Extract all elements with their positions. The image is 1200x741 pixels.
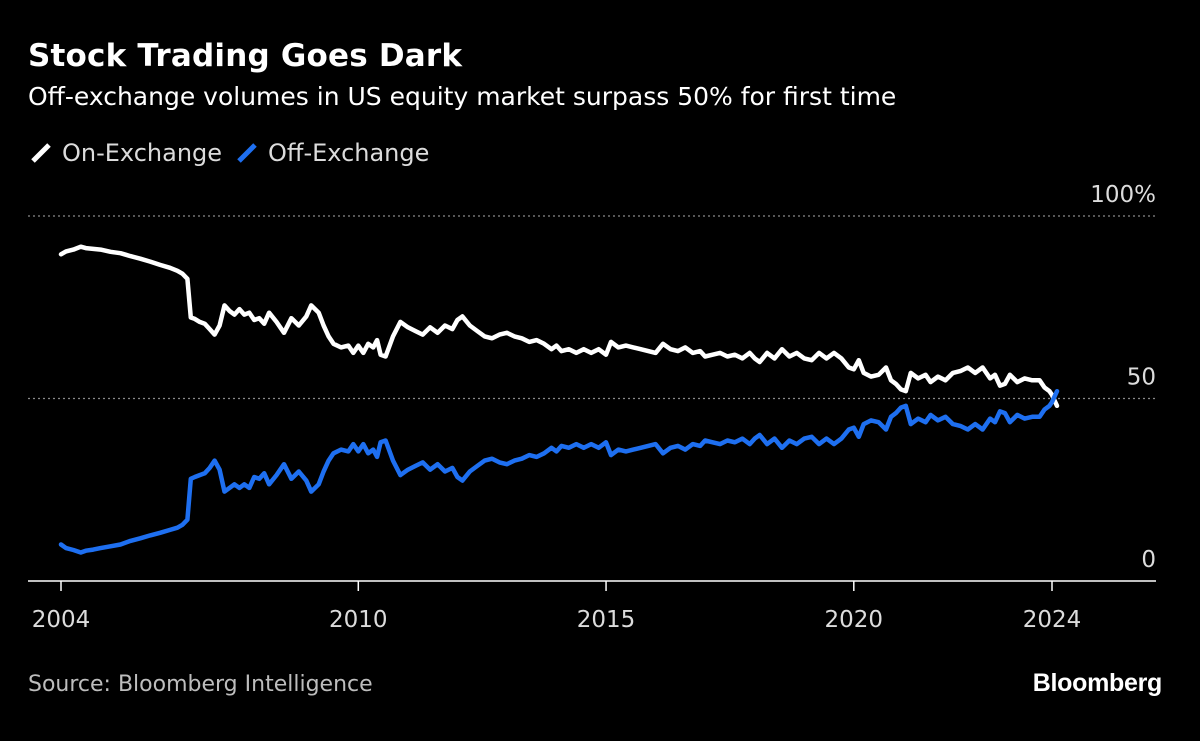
chart-title: Stock Trading Goes Dark	[28, 38, 463, 74]
x-tick-label: 2010	[329, 607, 388, 633]
legend: On-Exchange Off-Exchange	[28, 136, 441, 170]
legend-item-on-exchange: On-Exchange	[28, 139, 222, 167]
legend-label-off-exchange: Off-Exchange	[268, 139, 430, 167]
x-tick-label: 2020	[825, 607, 884, 633]
y-tick-label: 100%	[1090, 182, 1156, 208]
y-tick-label: 50	[1127, 365, 1156, 391]
x-tick-label: 2004	[32, 607, 91, 633]
legend-item-off-exchange: Off-Exchange	[234, 139, 429, 167]
chart-subtitle: Off-exchange volumes in US equity market…	[28, 82, 897, 111]
legend-swatch-on-exchange	[28, 140, 54, 166]
series-line-off-exchange	[58, 388, 1060, 555]
x-tick-label: 2024	[1023, 607, 1082, 633]
x-tick-label: 2015	[577, 607, 636, 633]
bloomberg-logo: Bloomberg	[1032, 669, 1163, 697]
legend-label-on-exchange: On-Exchange	[62, 139, 223, 167]
source-note: Source: Bloomberg Intelligence	[28, 672, 373, 697]
y-tick-label: 0	[1141, 547, 1156, 573]
legend-swatch-off-exchange	[234, 140, 260, 166]
series-line-on-exchange	[58, 244, 1060, 409]
